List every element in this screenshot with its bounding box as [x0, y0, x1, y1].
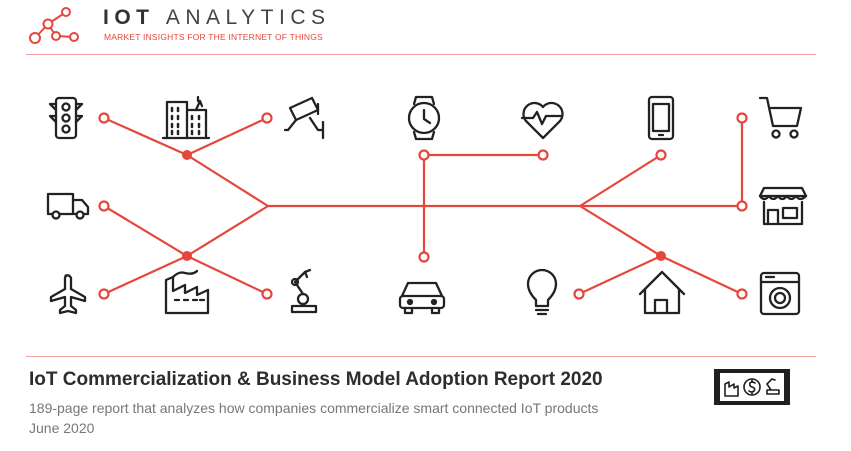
- header: IOT ANALYTICS MARKET INSIGHTS FOR THE IN…: [0, 0, 851, 56]
- shopping-cart-icon: [758, 96, 803, 139]
- buildings-icon: [161, 95, 211, 140]
- security-camera-icon: [283, 96, 325, 140]
- washing-machine-icon: [759, 271, 801, 316]
- network-nodes: [98, 112, 748, 300]
- brand-name-light: ANALYTICS: [165, 6, 331, 29]
- smartwatch-icon: [407, 95, 441, 141]
- robot-arm-icon: [290, 268, 318, 314]
- brand-tagline: MARKET INSIGHTS FOR THE INTERNET OF THIN…: [104, 32, 323, 42]
- factory-icon: [164, 269, 210, 315]
- bottom-divider: [26, 356, 816, 357]
- report-subtitle: 189-page report that analyzes how compan…: [29, 400, 599, 416]
- iot-analytics-logo-icon: [29, 7, 79, 44]
- car-icon: [398, 281, 446, 315]
- business-model-badge-icon: [714, 369, 790, 405]
- network-junctions: [182, 150, 666, 261]
- report-date: June 2020: [29, 420, 95, 436]
- airplane-icon: [49, 274, 87, 315]
- top-divider: [26, 54, 816, 55]
- delivery-truck-icon: [46, 192, 90, 220]
- brand-name: IOT ANALYTICS: [103, 6, 331, 30]
- light-bulb-icon: [526, 268, 558, 316]
- storefront-icon: [758, 186, 808, 226]
- heart-rate-icon: [520, 101, 564, 140]
- brand-name-bold: IOT: [103, 6, 155, 29]
- house-icon: [638, 270, 686, 315]
- smartphone-icon: [647, 95, 675, 141]
- iot-network-diagram: [46, 95, 808, 316]
- report-title: IoT Commercialization & Business Model A…: [29, 369, 603, 390]
- network-lines: [103, 116, 744, 296]
- traffic-light-icon: [48, 96, 84, 140]
